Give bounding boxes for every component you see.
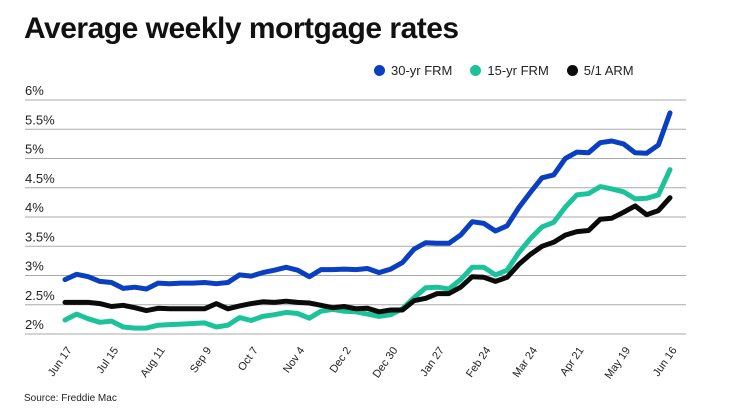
legend-item-arm: 5/1 ARM bbox=[566, 63, 634, 78]
legend-swatch bbox=[470, 65, 482, 76]
y-tick-label: 6% bbox=[25, 83, 44, 98]
x-tick-label: Oct 7 bbox=[236, 345, 261, 373]
source-note: Source: Freddie Mac bbox=[24, 393, 117, 404]
x-tick-label: May 19 bbox=[603, 345, 634, 381]
series-line-30-yr-frm bbox=[62, 110, 673, 292]
y-tick-label: 5% bbox=[25, 142, 44, 157]
x-tick-label: Feb 24 bbox=[464, 345, 493, 380]
y-tick-label: 5.5% bbox=[25, 112, 55, 127]
x-tick-label: Sep 9 bbox=[188, 345, 214, 375]
legend-item-30yr: 30-yr FRM bbox=[374, 63, 452, 78]
legend-label: 30-yr FRM bbox=[391, 63, 453, 78]
legend-label: 15-yr FRM bbox=[487, 63, 549, 78]
x-tick-label: Jul 15 bbox=[95, 345, 122, 376]
legend-swatch bbox=[374, 65, 385, 76]
chart-title: Average weekly mortgage rates bbox=[24, 12, 459, 45]
x-tick-label: Jun 17 bbox=[46, 345, 75, 379]
legend-swatch bbox=[566, 65, 578, 76]
x-tick-label: Dec 2 bbox=[328, 345, 354, 375]
x-tick-label: Jan 27 bbox=[418, 345, 447, 379]
x-tick-label: Nov 4 bbox=[281, 345, 307, 375]
x-tick-label: Apr 21 bbox=[558, 345, 586, 378]
y-tick-label: 3.5% bbox=[25, 229, 55, 244]
legend-label: 5/1 ARM bbox=[583, 63, 634, 78]
x-tick-label: Mar 24 bbox=[511, 345, 540, 380]
series-line-5-1-arm bbox=[62, 195, 673, 315]
y-tick-label: 2% bbox=[25, 317, 44, 332]
y-tick-label: 4% bbox=[25, 200, 44, 215]
legend-item-15yr: 15-yr FRM bbox=[470, 63, 549, 78]
x-tick-label: Dec 30 bbox=[371, 345, 401, 380]
legend: 30-yr FRM 15-yr FRM 5/1 ARM bbox=[374, 63, 634, 78]
series-line-15-yr-frm bbox=[62, 167, 673, 331]
x-tick-label: Jun 16 bbox=[651, 345, 680, 379]
y-tick-label: 2.5% bbox=[25, 288, 55, 303]
x-tick-label: Aug 11 bbox=[138, 345, 167, 380]
y-tick-label: 4.5% bbox=[25, 171, 55, 186]
y-tick-label: 3% bbox=[25, 259, 44, 274]
